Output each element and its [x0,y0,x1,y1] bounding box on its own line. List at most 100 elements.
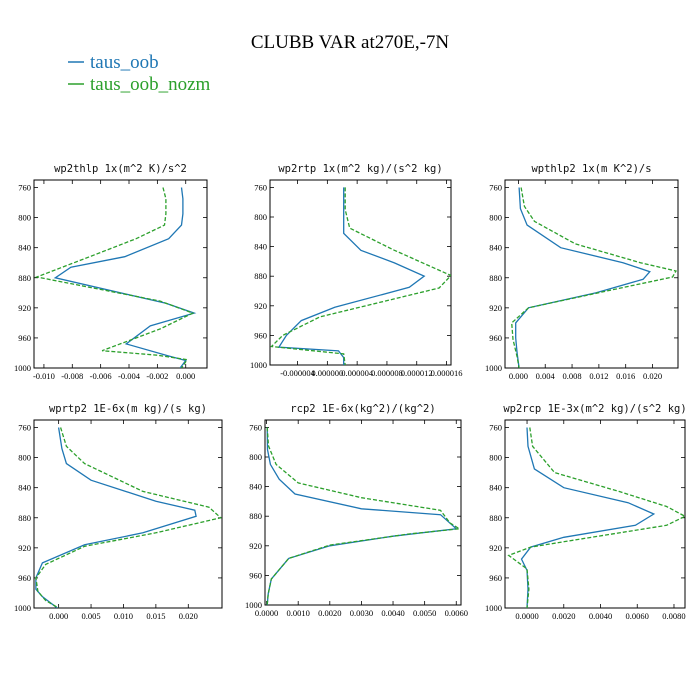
x-tick-label: 0.0040 [381,608,404,618]
x-tick-label: -0.000004 [280,368,315,378]
y-tick-label: 960 [18,333,31,343]
series-line-taus-oob [277,187,426,365]
panel-2: wp2rtp 1x(m^2 kg)/(s^2 kg) 760 800 840 880 92… [250,163,462,378]
series-line-taus-oob-nozm [511,187,677,368]
x-tick-label: 0.0000 [515,611,538,621]
y-tick-label: 800 [489,213,502,223]
series-line-taus-oob-nozm [507,427,685,608]
y-tick-label: 920 [18,303,31,313]
x-tick-label: 0.020 [643,371,662,381]
y-tick-label: 1000 [14,603,31,613]
y-tick-label: 760 [489,183,502,193]
y-tick-label: 760 [249,422,262,432]
series-line-taus-oob-nozm [270,187,451,365]
y-tick-label: 880 [18,513,31,523]
x-tick-label: 0.0010 [287,608,310,618]
legend: taus_oob taus_oob_nozm [68,52,211,95]
legend-label-taus-oob-nozm: taus_oob_nozm [90,74,211,95]
y-tick-label: 920 [249,541,262,551]
y-tick-label: 960 [489,333,502,343]
y-tick-label: 800 [489,453,502,463]
y-tick-label: 960 [249,570,262,580]
y-tick-label: 800 [18,213,31,223]
x-tick-label: 0.000 [49,611,68,621]
x-tick-label: 0.020 [179,611,198,621]
y-tick-label: 840 [249,482,262,492]
panel-1: wp2thlp 1x(m^2 K)/s^2 760 800 840 880 920 960 1… [14,163,208,381]
x-tick-label: 0.0050 [413,608,436,618]
panels: wp2thlp 1x(m^2 K)/s^2 760 800 840 880 920 960 1… [14,163,687,621]
panel-title: wp2rcp 1E-3x(m^2 kg)/(s^2 kg) [503,403,686,415]
series-line-taus-oob [520,427,656,608]
y-tick-label: 840 [18,243,31,253]
y-tick-label: 800 [254,212,267,222]
x-tick-label: 0.010 [114,611,133,621]
y-tick-label: 840 [489,243,502,253]
y-tick-label: 880 [18,273,31,283]
x-tick-label: 0.0060 [626,611,649,621]
x-tick-label: 0.0020 [318,608,341,618]
y-tick-label: 1000 [250,360,267,370]
y-tick-label: 760 [489,423,502,433]
x-tick-label: 0.0060 [445,608,468,618]
y-tick-label: 920 [254,301,267,311]
x-tick-label: 0.004 [536,371,556,381]
x-tick-label: 0.015 [146,611,165,621]
y-tick-label: 760 [18,423,31,433]
x-tick-label: 0.000016 [431,368,463,378]
x-tick-label: 0.008 [562,371,581,381]
plot-frame [33,419,223,609]
panel-title: wpthlp2 1x(m K^2)/s [531,163,651,175]
x-tick-label: 0.000008 [371,368,403,378]
x-tick-label: 0.012 [589,371,608,381]
y-tick-label: 1000 [485,363,502,373]
panel-3: wpthlp2 1x(m K^2)/s 760 800 840 880 920 960 100… [485,163,679,381]
x-tick-label: -0.010 [33,371,55,381]
y-tick-label: 800 [18,453,31,463]
x-tick-label: 0.000000 [311,368,343,378]
y-tick-label: 1000 [485,603,502,613]
x-tick-label: 0.000004 [341,368,374,378]
y-tick-label: 920 [18,543,31,553]
series-line-taus-oob [35,427,197,608]
panel-6: wp2rcp 1E-3x(m^2 kg)/(s^2 kg)760 800 840 88… [485,403,687,621]
x-tick-label: 0.005 [81,611,100,621]
y-tick-label: 1000 [245,600,262,610]
y-tick-label: 880 [254,271,267,281]
series-line-taus-oob [515,187,651,368]
y-tick-label: 960 [254,330,267,340]
panel-title: wprtp2 1E-6x(m kg)/(s kg) [49,403,207,415]
y-tick-label: 880 [489,273,502,283]
plot-frame [269,179,452,366]
panel-title: wp2rtp 1x(m^2 kg)/(s^2 kg) [278,163,442,175]
x-tick-label: 0.016 [616,371,635,381]
y-tick-label: 760 [18,183,31,193]
x-tick-label: -0.004 [118,371,141,381]
x-tick-label: -0.002 [146,371,168,381]
panel-4: wprtp2 1E-6x(m kg)/(s kg) 760 800 840 880 920… [14,403,223,621]
x-tick-label: -0.006 [90,371,112,381]
x-tick-label: 0.0020 [552,611,575,621]
y-tick-label: 1000 [14,363,31,373]
y-tick-label: 960 [18,573,31,583]
y-tick-label: 880 [489,513,502,523]
figure-title: CLUBB VAR at270E,-7N [251,32,450,53]
x-tick-label: 0.000012 [401,368,433,378]
y-tick-label: 920 [489,303,502,313]
x-tick-label: -0.008 [61,371,83,381]
plot-frame [504,419,686,609]
y-tick-label: 840 [489,483,502,493]
panel-5: rcp2 1E-6x(kg^2)/(kg^2) 760 800 840 880 920 96… [245,403,468,618]
y-tick-label: 960 [489,573,502,583]
plot-frame [264,419,462,606]
x-tick-label: 0.0000 [255,608,278,618]
series-line-taus-oob-nozm [35,427,222,608]
plot-frame [504,179,679,369]
series-line-taus-oob [53,187,197,368]
panel-title: wp2thlp 1x(m^2 K)/s^2 [54,163,187,175]
y-tick-label: 920 [489,543,502,553]
y-tick-label: 800 [249,452,262,462]
panel-title: rcp2 1E-6x(kg^2)/(kg^2) [290,403,435,415]
y-tick-label: 840 [254,242,267,252]
